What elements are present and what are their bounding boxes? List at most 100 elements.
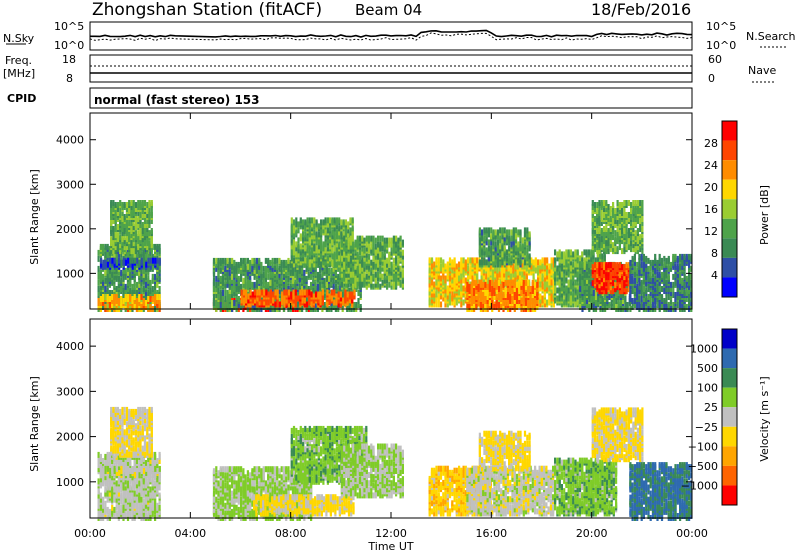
power-cell [496, 275, 499, 282]
power-cell [151, 290, 154, 296]
power-cell [303, 269, 306, 276]
power-cell [329, 243, 332, 250]
power-cell [141, 200, 144, 206]
power-cell [154, 294, 157, 300]
power-cell [344, 293, 347, 300]
power-cell [383, 277, 386, 284]
power-cell [115, 286, 118, 292]
power-cell [262, 281, 265, 288]
power-cell [356, 275, 359, 282]
power-cell [513, 294, 516, 300]
power-cell [541, 279, 544, 286]
power-cell [121, 226, 124, 232]
power-cell [550, 257, 553, 264]
power-cell [254, 297, 257, 304]
power-cell [292, 227, 296, 234]
power-cell [156, 279, 159, 286]
power-cell [563, 273, 566, 280]
power-cell [428, 267, 431, 274]
power-cell [428, 285, 431, 292]
power-cell [349, 261, 353, 268]
power-cell [514, 227, 518, 234]
power-cell [304, 249, 307, 256]
power-cell [531, 279, 534, 286]
power-cell [302, 235, 305, 242]
power-cell [515, 292, 519, 298]
power-cell [569, 273, 572, 280]
power-cell [110, 206, 113, 212]
power-cell [269, 289, 272, 296]
power-cell [379, 283, 382, 290]
power-cell [276, 293, 279, 300]
power-cell [326, 261, 329, 268]
power-cell [127, 257, 130, 264]
power-cell [478, 279, 481, 286]
power-cell [302, 223, 305, 230]
power-cell [507, 269, 510, 276]
power-cell [323, 302, 326, 308]
power-cell [381, 239, 384, 246]
power-cell [260, 279, 263, 286]
power-cell [124, 300, 127, 306]
power-cell [294, 295, 297, 302]
power-cell [370, 265, 373, 272]
power-cell [333, 251, 336, 258]
power-cell [444, 301, 447, 308]
power-cell [338, 225, 341, 232]
power-cell [473, 298, 476, 304]
power-cell [526, 239, 529, 246]
power-cell [246, 263, 249, 270]
power-cell [523, 231, 527, 238]
power-cell [123, 202, 126, 208]
power-cell [467, 257, 470, 264]
power-cell [299, 259, 302, 266]
power-cell [330, 267, 333, 274]
power-cell [372, 283, 375, 290]
power-cell [233, 300, 236, 306]
power-cell [108, 245, 111, 252]
power-cell [478, 259, 481, 266]
power-cell [370, 273, 373, 280]
power-cell [399, 269, 402, 276]
power-cell [146, 208, 149, 214]
power-cell [367, 281, 371, 288]
power-cell [137, 222, 140, 228]
power-cell [433, 281, 436, 288]
power-cell [249, 259, 252, 266]
power-cell [558, 273, 561, 280]
power-cell [401, 239, 404, 246]
power-cell [347, 221, 350, 228]
power-cell [343, 245, 346, 252]
power-cell [503, 267, 506, 274]
power-cell [301, 267, 304, 274]
power-cell [313, 261, 316, 268]
power-cell [226, 290, 229, 296]
power-cell [442, 291, 445, 298]
power-cell [320, 239, 323, 246]
power-cell [297, 237, 300, 244]
power-cell [267, 273, 270, 280]
power-cell [496, 229, 500, 236]
power-cell [546, 273, 549, 280]
power-cell [306, 255, 309, 262]
power-cell [308, 217, 311, 224]
power-cell [367, 247, 371, 254]
power-cell [560, 285, 563, 292]
power-cell [302, 251, 305, 258]
power-cell [301, 297, 304, 304]
power-cell [295, 221, 298, 228]
power-cell [395, 257, 398, 264]
power-cell [338, 241, 341, 248]
power-cell [317, 231, 320, 238]
power-cell [330, 271, 333, 278]
power-cell [240, 257, 243, 264]
power-cell [242, 281, 245, 288]
power-cell [158, 304, 161, 310]
power-cell [215, 292, 218, 298]
power-cell [471, 257, 474, 264]
power-cell [485, 239, 488, 246]
power-cell [328, 275, 331, 282]
power-cell [374, 247, 377, 254]
power-cell [505, 271, 508, 278]
power-cell [354, 239, 357, 246]
